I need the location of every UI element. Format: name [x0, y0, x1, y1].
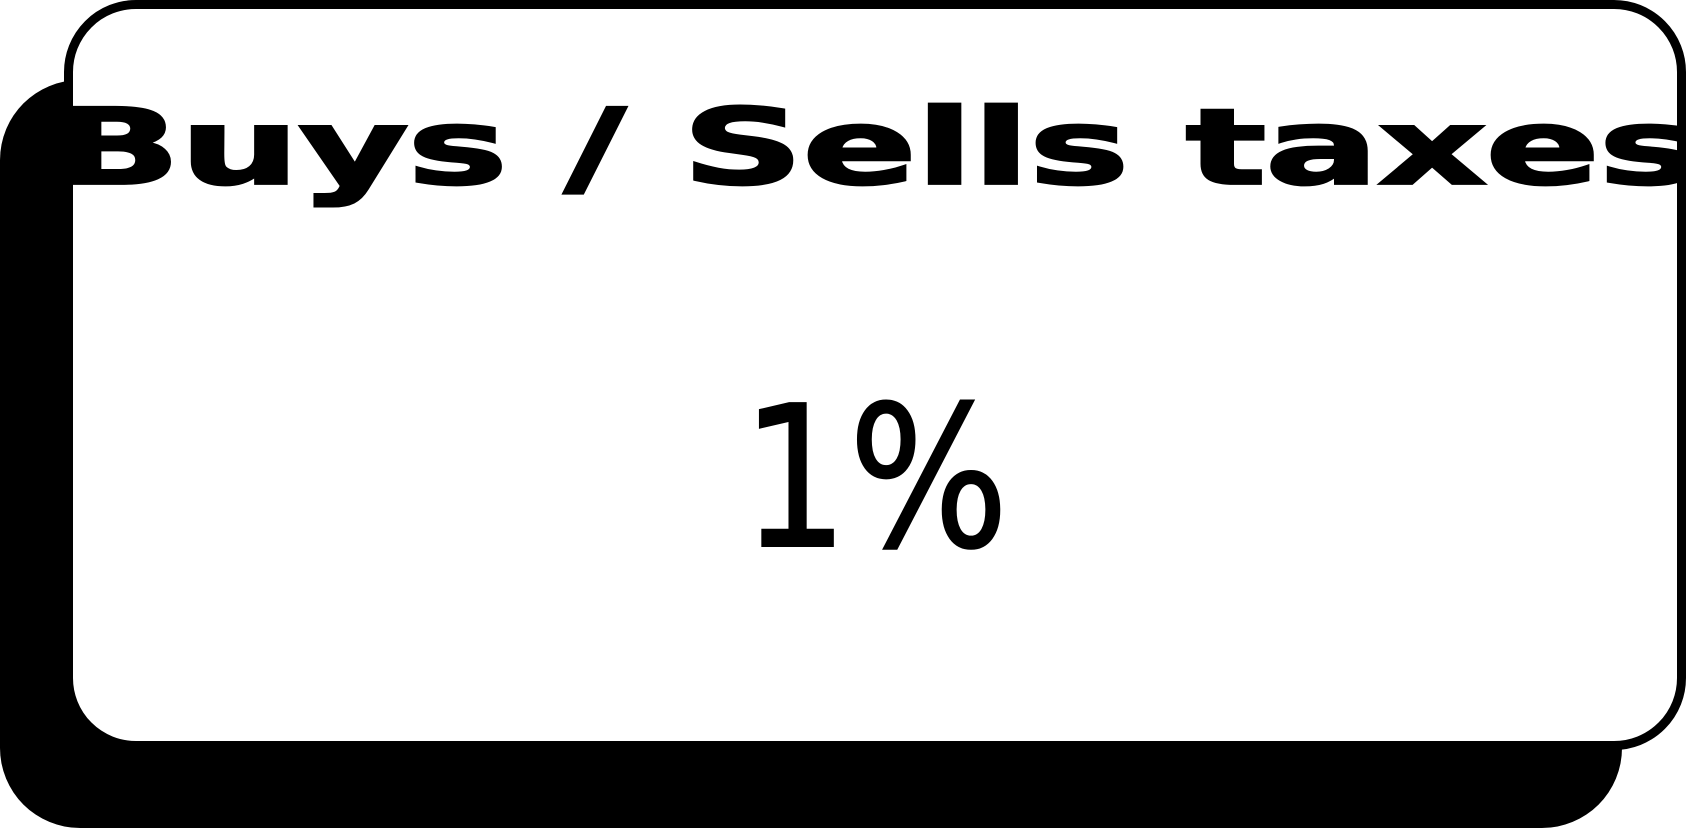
- tax-percentage-value: 1%: [740, 365, 1009, 593]
- card-title: Buys / Sells taxes: [50, 86, 1686, 210]
- tax-info-card: Buys / Sells taxes 1%: [50, 0, 1686, 750]
